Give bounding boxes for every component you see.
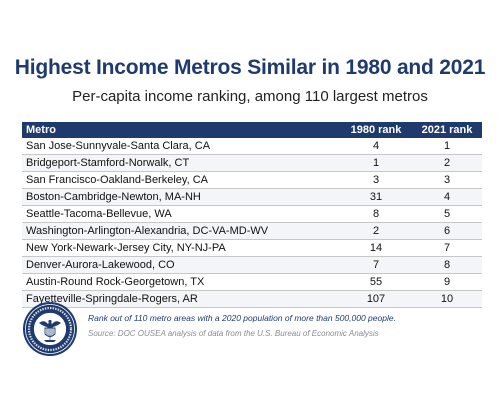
rank-2021: 10 xyxy=(412,290,482,308)
rank-2021: 3 xyxy=(412,171,482,189)
metro-name: Denver-Aurora-Lakewood, CO xyxy=(22,256,340,274)
table-row: Boston-Cambridge-Newton, MA-NH 31 4 xyxy=(22,188,482,206)
rank-1980: 107 xyxy=(340,290,412,308)
rank-table: Metro 1980 rank 2021 rank San Jose-Sunny… xyxy=(22,122,482,308)
metro-name: Fayetteville-Springdale-Rogers, AR xyxy=(22,290,340,308)
department-of-commerce-seal-icon xyxy=(23,302,77,356)
page-subtitle: Per-capita income ranking, among 110 lar… xyxy=(72,88,428,105)
rank-2021: 2 xyxy=(412,154,482,172)
table-row: Washington-Arlington-Alexandria, DC-VA-M… xyxy=(22,222,482,240)
header-metro: Metro xyxy=(22,122,340,138)
table-header-row: Metro 1980 rank 2021 rank xyxy=(22,122,482,138)
table-row: Seattle-Tacoma-Bellevue, WA 8 5 xyxy=(22,205,482,223)
rank-1980: 55 xyxy=(340,273,412,291)
rank-1980: 7 xyxy=(340,256,412,274)
metro-name: Bridgeport-Stamford-Norwalk, CT xyxy=(22,154,340,172)
source-text: Source: DOC OUSEA analysis of data from … xyxy=(88,329,379,338)
metro-name: Austin-Round Rock-Georgetown, TX xyxy=(22,273,340,291)
table-row: San Jose-Sunnyvale-Santa Clara, CA 4 1 xyxy=(22,138,482,155)
rank-1980: 1 xyxy=(340,154,412,172)
rank-2021: 6 xyxy=(412,222,482,240)
metro-name: San Francisco-Oakland-Berkeley, CA xyxy=(22,171,340,189)
rank-1980: 31 xyxy=(340,188,412,206)
metro-name: Washington-Arlington-Alexandria, DC-VA-M… xyxy=(22,222,340,240)
metro-name: New York-Newark-Jersey City, NY-NJ-PA xyxy=(22,239,340,257)
rank-1980: 8 xyxy=(340,205,412,223)
rank-2021: 8 xyxy=(412,256,482,274)
table-row: New York-Newark-Jersey City, NY-NJ-PA 14… xyxy=(22,239,482,257)
rank-2021: 1 xyxy=(412,138,482,155)
metro-name: San Jose-Sunnyvale-Santa Clara, CA xyxy=(22,138,340,155)
table-row: Fayetteville-Springdale-Rogers, AR 107 1… xyxy=(22,290,482,308)
rank-1980: 4 xyxy=(340,138,412,155)
rank-1980: 3 xyxy=(340,171,412,189)
table-row: Denver-Aurora-Lakewood, CO 7 8 xyxy=(22,256,482,274)
header-2021-rank: 2021 rank xyxy=(412,122,482,138)
metro-name: Boston-Cambridge-Newton, MA-NH xyxy=(22,188,340,206)
metro-name: Seattle-Tacoma-Bellevue, WA xyxy=(22,205,340,223)
rank-2021: 5 xyxy=(412,205,482,223)
header-1980-rank: 1980 rank xyxy=(340,122,412,138)
table-row: Bridgeport-Stamford-Norwalk, CT 1 2 xyxy=(22,154,482,172)
rank-1980: 2 xyxy=(340,222,412,240)
table-row: San Francisco-Oakland-Berkeley, CA 3 3 xyxy=(22,171,482,189)
rank-2021: 9 xyxy=(412,273,482,291)
rank-2021: 4 xyxy=(412,188,482,206)
table-row: Austin-Round Rock-Georgetown, TX 55 9 xyxy=(22,273,482,291)
page-title: Highest Income Metros Similar in 1980 an… xyxy=(14,56,486,79)
rank-1980: 14 xyxy=(340,239,412,257)
rank-2021: 7 xyxy=(412,239,482,257)
footnote-text: Rank out of 110 metro areas with a 2020 … xyxy=(88,313,396,323)
